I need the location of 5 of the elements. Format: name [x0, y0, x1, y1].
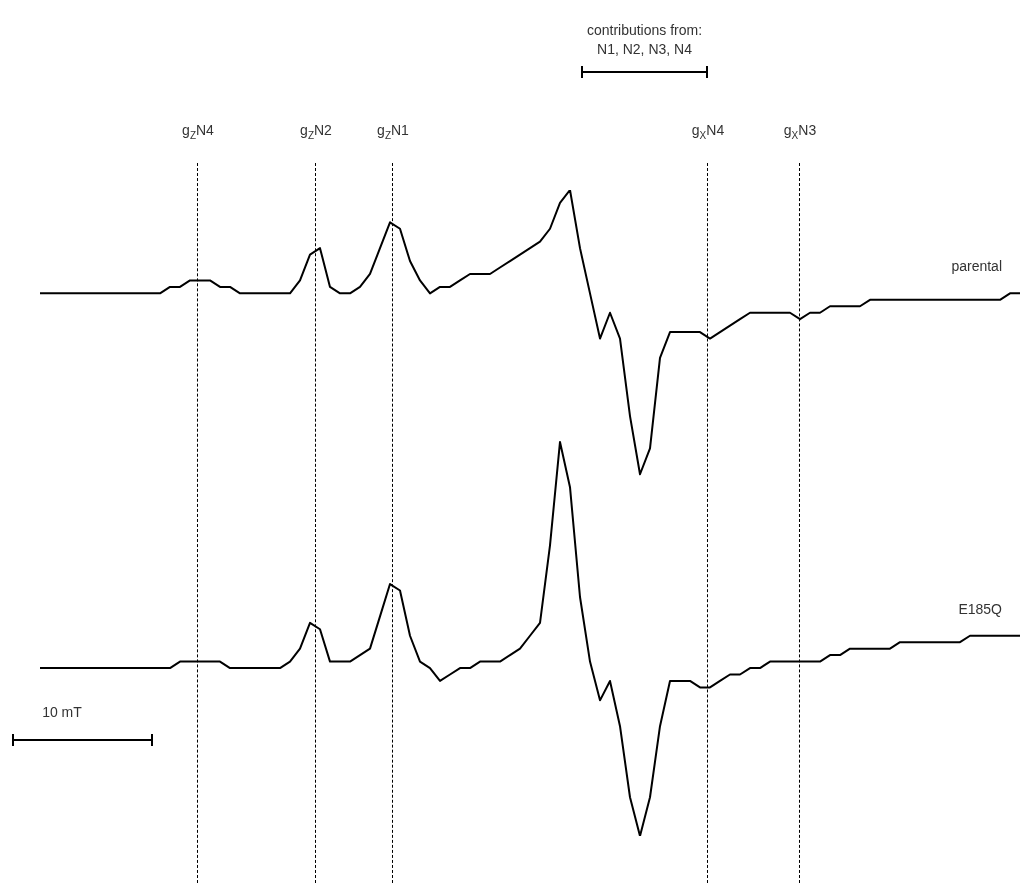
- series-label: E185Q: [958, 600, 1003, 617]
- annotation: 10 mT: [42, 704, 82, 720]
- text: N1, N2, N3, N4: [597, 41, 692, 57]
- series-label: parental: [951, 258, 1002, 275]
- text: contributions from:: [586, 22, 703, 38]
